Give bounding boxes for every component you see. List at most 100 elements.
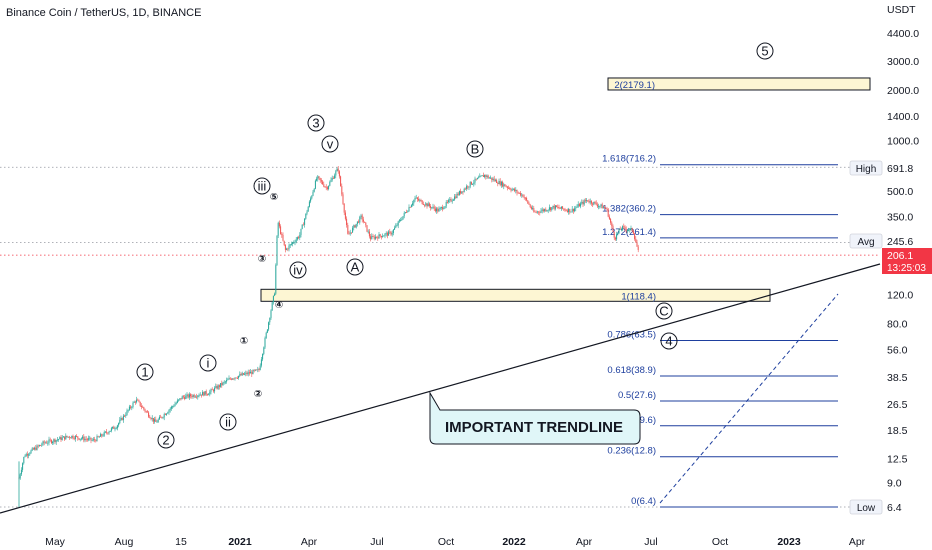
candle-body [49,439,51,441]
candle-body [368,231,370,237]
candle-body [425,203,427,206]
candle-body [150,418,152,420]
candle-body [292,242,294,244]
candle-body [306,211,308,214]
wave-circle [136,363,154,381]
low-badge-label: Low [857,503,876,514]
candle-body [619,228,621,230]
candle-body [587,200,589,202]
candle-body [286,248,288,250]
wave-label: v [327,137,334,152]
candle-body [406,212,408,213]
candle-body [548,207,550,210]
candle-body [535,211,537,213]
candle-body [348,233,350,235]
candle-body [161,416,163,418]
candle-body [265,332,267,339]
candle-body [462,191,464,193]
candle-body [583,200,585,205]
candle-body [625,228,627,231]
candle-body [127,409,129,411]
candle-body [302,224,304,226]
candle-body [251,371,253,375]
candle-body [628,229,630,231]
candle-body [360,215,362,217]
time-axis-tick: Apr [301,536,318,548]
candle-body [446,201,448,203]
candle-body [222,382,224,386]
candle-body [19,474,21,479]
candle-body [558,207,560,209]
candle-body [449,199,451,201]
minor-wave-label: ③ [258,254,266,265]
candle-body [258,369,260,371]
price-axis[interactable]: 4400.0 3000.0 2000.0 1400.0 1000.0 500.0 350.0… [887,28,919,489]
candle-body [20,469,22,475]
candle-body [217,385,219,389]
trendlines[interactable] [0,263,881,514]
candle-body [301,224,303,229]
candle-body [112,426,114,429]
candle-body [304,218,306,225]
time-axis-tick: Apr [849,536,866,548]
candle-body [575,207,577,209]
candle-body [156,421,158,423]
candle-body [574,208,576,212]
candle-body [70,437,72,439]
candle-body [463,188,465,192]
candle-body [336,168,338,172]
candle-body [349,232,351,234]
candle-body [338,171,340,177]
candle-body [317,176,319,179]
time-axis-tick: Oct [438,536,454,548]
candle-body [319,177,321,181]
candle-body [192,395,194,398]
candle-body [612,226,614,232]
candle-body [278,222,280,227]
candle-body [138,400,140,402]
candle-body [494,179,496,181]
candle-body [610,218,612,223]
candle-body [234,377,236,379]
candle-body [524,197,526,199]
candle-body [221,383,223,386]
candle-body [498,180,500,184]
candle-body [120,417,122,420]
trendline-callout: IMPORTANT TRENDLINE [429,391,641,445]
candle-body [492,178,494,180]
candle-body [448,200,450,202]
candle-body [376,236,378,238]
candle-body [394,227,396,230]
candle-body [330,179,332,182]
candle-body [355,223,357,228]
candle-body [409,207,411,208]
important-trendline [0,263,881,514]
candle-body [478,177,480,179]
candle-body [438,208,440,212]
candle-body [617,232,619,235]
candle-body [82,436,84,439]
candle-body [527,200,529,204]
candle-body [374,236,376,239]
wave-label: 3 [312,116,319,131]
candle-body [431,207,433,209]
candle-body [401,219,403,221]
candle-body [439,207,441,209]
candle-body [546,210,548,212]
candle-body [320,180,322,182]
time-axis[interactable]: May Aug 15 2021 Apr Jul Oct 2022 Apr Jul Oct 2023 Ap… [45,536,866,548]
candle-body [538,211,540,213]
candle-body [131,407,133,408]
candle-body [236,377,238,379]
candle-body [199,394,201,396]
candle-body [503,184,505,187]
candle-body [116,425,118,429]
candle-body [410,205,412,208]
candle-body [264,338,266,348]
candle-body [72,435,74,439]
candle-body [98,436,100,438]
candle-body [539,212,541,214]
wave-circle [157,431,175,449]
candle-body [440,207,442,208]
